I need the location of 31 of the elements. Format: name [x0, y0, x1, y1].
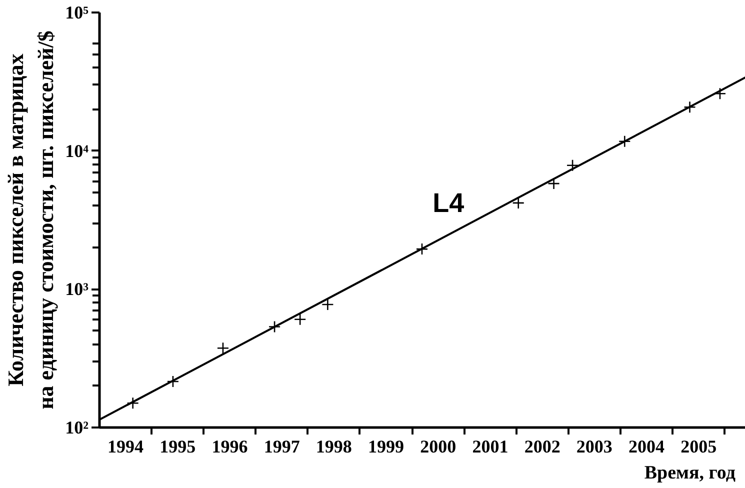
- point: [166, 375, 180, 388]
- x-tick-label: 1996: [212, 436, 248, 456]
- point: [714, 88, 726, 100]
- x-tick-label: 2001: [472, 436, 508, 456]
- series-label: L4: [432, 188, 464, 218]
- x-axis-title: Время, год: [644, 462, 736, 484]
- y-tick-label: 10²: [65, 418, 89, 438]
- x-tick-label: 1995: [160, 436, 196, 456]
- y-tick-label: 10⁴: [65, 140, 90, 161]
- point: [294, 313, 306, 326]
- y-tick-label: 10³: [65, 279, 90, 300]
- x-tick-label: 2003: [576, 436, 612, 456]
- point: [548, 177, 560, 190]
- x-tick-label: 1999: [368, 436, 404, 456]
- point: [416, 242, 428, 256]
- x-tick-label: 2004: [628, 436, 665, 456]
- x-tick-label: 2005: [680, 436, 717, 456]
- y-axis-title: Количество пикселей в матрицах на единицу стоимости, шт. пикселей/$: [3, 30, 58, 410]
- x-tick-label: 2000: [420, 436, 456, 456]
- x-tick-label: 1994: [108, 436, 144, 456]
- point: [268, 320, 281, 333]
- point: [684, 100, 696, 114]
- x-tick-label: 1998: [316, 436, 352, 456]
- point: [216, 342, 230, 354]
- point: [566, 159, 579, 172]
- y-tick-label: 10⁵: [65, 2, 90, 22]
- point: [322, 298, 334, 311]
- x-tick-label: 1997: [264, 436, 300, 456]
- point: [618, 135, 631, 148]
- point: [126, 396, 139, 410]
- x-tick-label: 2002: [524, 436, 560, 456]
